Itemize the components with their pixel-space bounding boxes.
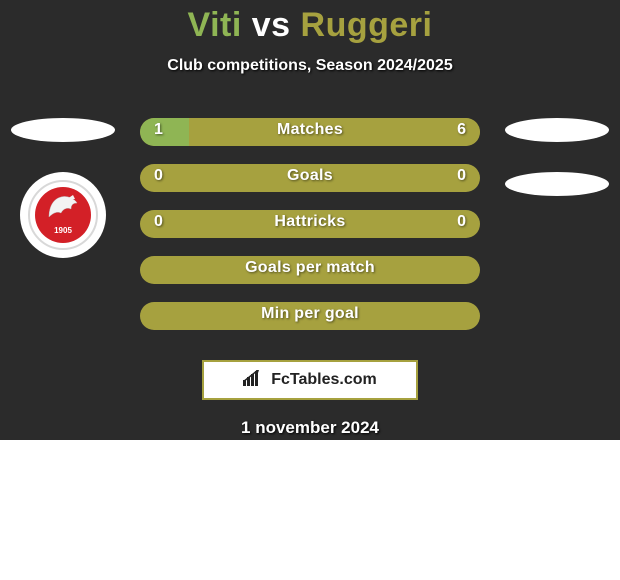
stat-bar: Min per goal (140, 302, 480, 330)
brand-box: FcTables.com (202, 360, 418, 400)
stat-bar: 00Goals (140, 164, 480, 192)
right-avatar-column (502, 118, 612, 226)
stat-bar: 16Matches (140, 118, 480, 146)
player2-avatar-placeholder (505, 118, 609, 142)
page-title: Viti vs Ruggeri (0, 6, 620, 45)
bar-label: Min per goal (140, 305, 480, 323)
vs-text: vs (252, 6, 291, 44)
bar-chart-icon (243, 370, 265, 391)
player1-club-badge: 1905 (20, 172, 106, 258)
player1-avatar-placeholder (11, 118, 115, 142)
blank-area (0, 440, 620, 580)
bar-label: Matches (140, 121, 480, 139)
bar-label: Hattricks (140, 213, 480, 231)
brand-text: FcTables.com (271, 371, 377, 389)
bar-label: Goals per match (140, 259, 480, 277)
club-badge-ring: 1905 (28, 180, 98, 250)
griffin-icon (45, 193, 81, 221)
club-badge-core: 1905 (35, 187, 91, 243)
player2-club-placeholder (505, 172, 609, 196)
stat-bar: Goals per match (140, 256, 480, 284)
player2-name: Ruggeri (301, 6, 433, 44)
comparison-card: Viti vs Ruggeri Club competitions, Seaso… (0, 0, 620, 440)
bar-label: Goals (140, 167, 480, 185)
date-text: 1 november 2024 (0, 418, 620, 438)
left-avatar-column: 1905 (8, 118, 118, 258)
club-year: 1905 (35, 226, 91, 235)
subtitle: Club competitions, Season 2024/2025 (0, 57, 620, 75)
stat-bar: 00Hattricks (140, 210, 480, 238)
stats-bars: 16Matches 00Goals 00Hattricks Goals per mat… (140, 118, 480, 348)
player1-name: Viti (188, 6, 242, 44)
